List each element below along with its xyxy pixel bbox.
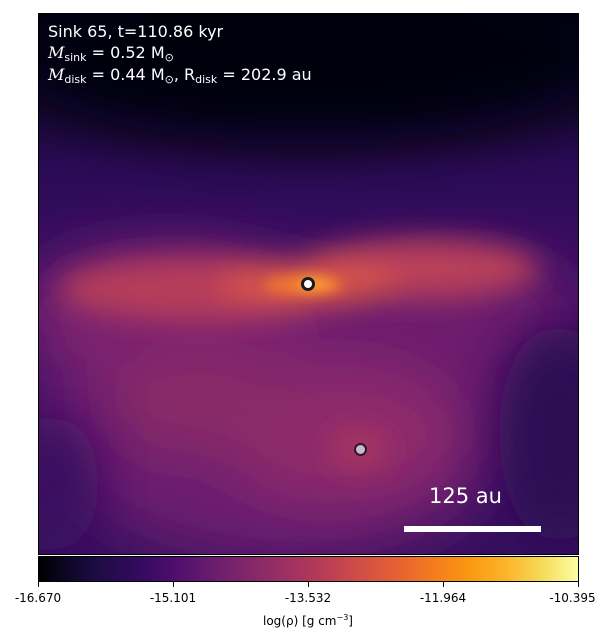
scalebar-label: 125 au — [429, 484, 502, 508]
colorbar-label: log(ρ) [g cm−3] — [263, 613, 353, 628]
disk-mass-radius-label: Mdisk = 0.44 M⊙, Rdisk = 202.9 au — [48, 65, 312, 86]
colorbar-tick — [578, 582, 579, 587]
sink-mass-label: Msink = 0.52 M⊙ — [48, 43, 174, 64]
secondary-sink-marker — [354, 443, 367, 456]
colorbar-tick — [173, 582, 174, 587]
colorbar-tick-label: -13.532 — [284, 591, 332, 605]
colorbar-tick-label: -16.670 — [14, 591, 62, 605]
colorbar-tick-label: -15.101 — [149, 591, 197, 605]
density-map-panel: Sink 65, t=110.86 kyr Msink = 0.52 M⊙ Md… — [38, 13, 579, 555]
sink-time-label: Sink 65, t=110.86 kyr — [48, 22, 224, 41]
colorbar-tick — [443, 582, 444, 587]
density-map — [39, 14, 578, 554]
colorbar-tick-label: -10.395 — [549, 591, 596, 605]
colorbar-tick-label: -11.964 — [419, 591, 467, 605]
primary-sink-marker — [301, 277, 315, 291]
scalebar — [404, 526, 541, 532]
colorbar — [38, 556, 579, 582]
colorbar-tick — [38, 582, 39, 587]
colorbar-tick — [308, 582, 309, 587]
